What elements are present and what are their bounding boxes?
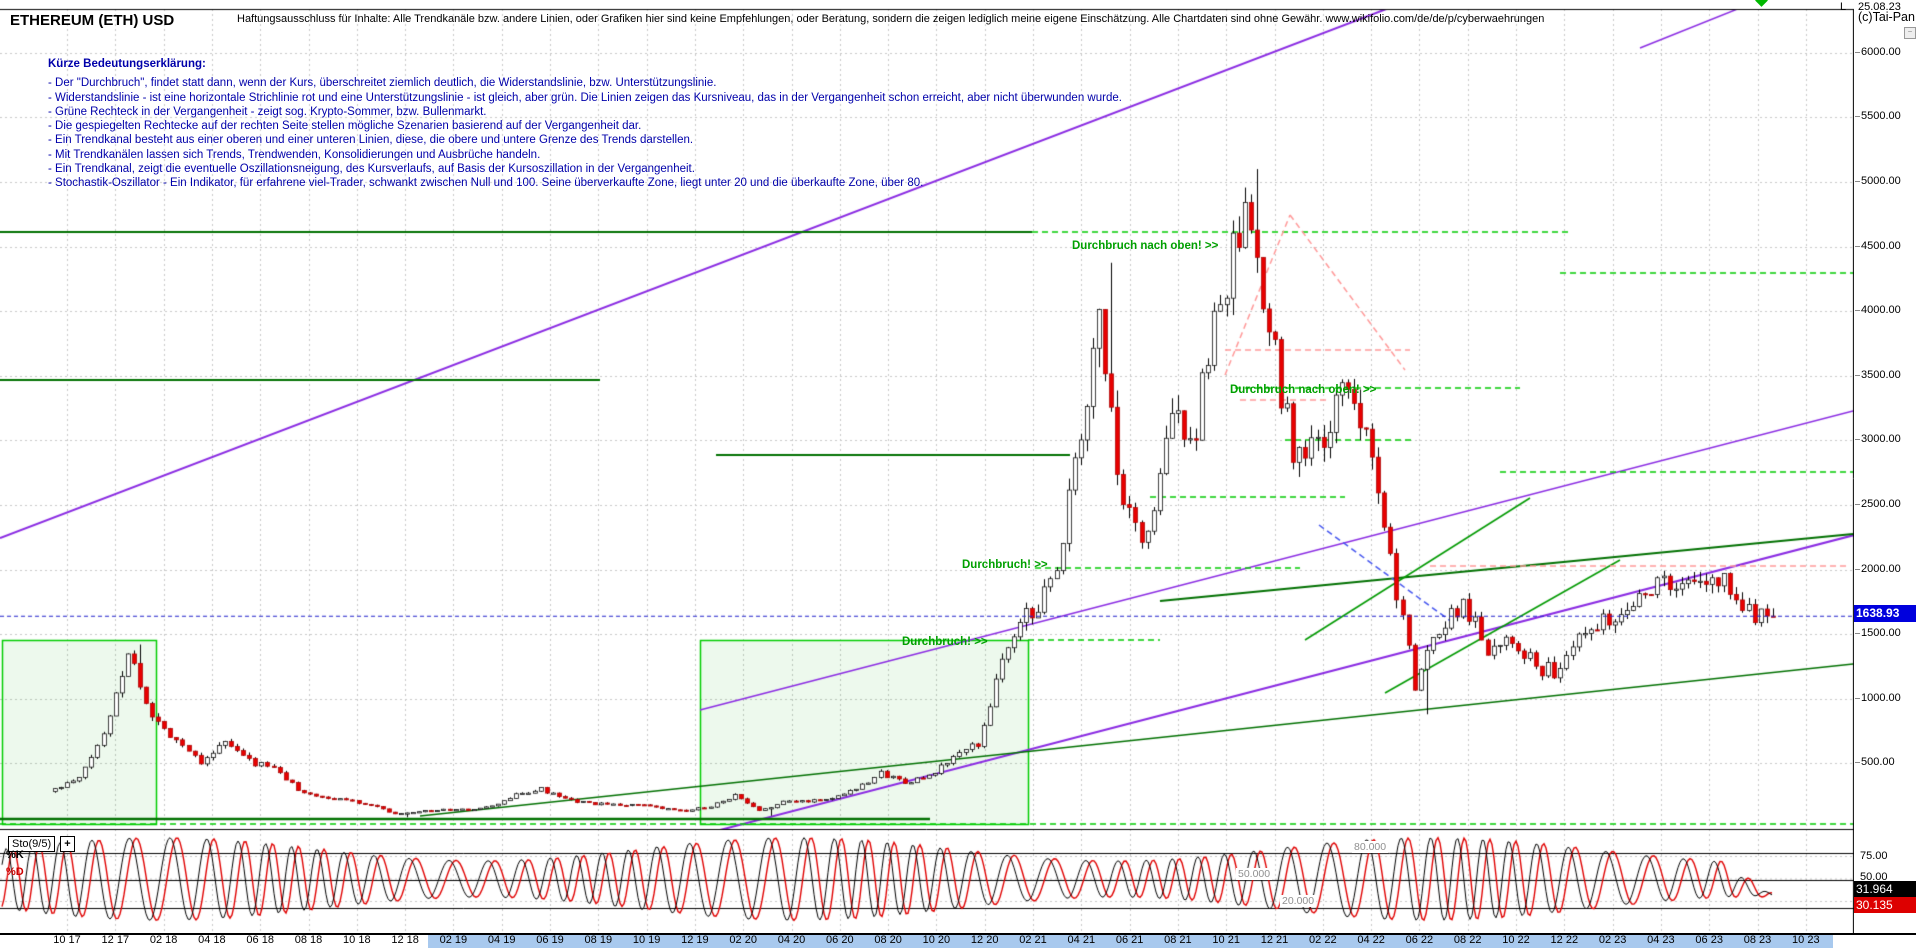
breakout-annotation: Durchbruch nach oben! >>: [1072, 240, 1219, 252]
price-axis-label: 500.00: [1855, 756, 1895, 768]
axis-tick: [1855, 697, 1860, 699]
price-axis-label: 1500.00: [1855, 627, 1901, 639]
time-axis-label: 06 22: [1405, 934, 1434, 946]
time-axis-label: 12 18: [391, 934, 419, 946]
axis-tick: [1855, 632, 1860, 634]
time-axis-label: 02 21: [1019, 934, 1047, 946]
price-axis-label: 1000.00: [1855, 692, 1901, 704]
time-axis-label: 10 17: [53, 934, 81, 946]
price-axis-label: 4500.00: [1855, 240, 1901, 252]
axis-tick: [1855, 51, 1860, 53]
legend-line: - Stochastik-Oszillator - Ein Indikator,…: [48, 177, 924, 190]
add-indicator-button[interactable]: +: [60, 836, 75, 852]
price-axis-label: 6000.00: [1855, 46, 1901, 58]
price-axis-label: 3500.00: [1855, 369, 1901, 381]
time-axis-label: 04 23: [1647, 934, 1675, 946]
stochastic-k-badge: 31.964: [1854, 881, 1916, 897]
time-axis-label: 12 20: [970, 934, 999, 946]
percent-k-label: %K: [6, 849, 24, 861]
time-axis-label: 08 20: [874, 934, 902, 946]
axis-tick: [1855, 761, 1860, 763]
stochastic-level-label: 50.000: [1236, 868, 1273, 880]
time-axis-label: 10 21: [1212, 934, 1240, 946]
axis-tick: [1855, 374, 1860, 376]
legend-line: - Ein Trendkanal besteht aus einer obere…: [48, 134, 694, 147]
price-axis-label: 3000.00: [1855, 433, 1901, 445]
legend-line: - Grüne Rechteck in der Vergangenheit - …: [48, 105, 487, 118]
breakout-annotation: Durchbruch! >>: [902, 636, 988, 648]
price-axis-label: 4000.00: [1855, 304, 1901, 316]
time-axis-label: 12 22: [1550, 934, 1579, 946]
stochastic-axis-label: 50.00: [1860, 871, 1888, 883]
price-axis[interactable]: [1854, 0, 1916, 948]
time-axis-label: 08 18: [294, 934, 323, 946]
legend-line: - Ein Trendkanal, zeigt die eventuelle O…: [48, 163, 695, 176]
time-axis-label: 06 23: [1695, 934, 1723, 946]
axis-tick: [1855, 438, 1860, 440]
time-axis-label: 12 17: [101, 934, 130, 946]
time-axis-label: 04 19: [487, 934, 516, 946]
time-axis-label: 10 22: [1502, 934, 1530, 946]
time-axis-label: 10 20: [922, 934, 951, 946]
axis-tick: [1855, 503, 1860, 505]
time-axis-label: 02 19: [439, 934, 468, 946]
live-label: L: [1840, 1, 1847, 13]
price-axis-label: 5000.00: [1855, 175, 1901, 187]
time-axis-label: 06 21: [1115, 934, 1144, 946]
time-axis-label: 08 21: [1164, 934, 1192, 946]
stochastic-axis-label: 75.00: [1860, 850, 1888, 862]
time-axis-label: 04 20: [777, 934, 806, 946]
time-axis-highlight: [428, 935, 1833, 948]
disclaimer-text: Haftungsausschluss für Inhalte: Alle Tre…: [237, 13, 1545, 25]
time-axis-label: 02 23: [1598, 934, 1627, 946]
percent-d-label: %D: [6, 866, 24, 878]
legend-line: - Widerstandslinie - ist eine horizontal…: [48, 91, 1122, 104]
breakout-annotation: Durchbruch! >>: [962, 559, 1048, 571]
price-axis-label: 2000.00: [1855, 563, 1901, 575]
legend-line: - Mit Trendkanälen lassen sich Trends, T…: [48, 148, 541, 161]
time-axis-label: 06 20: [826, 934, 854, 946]
axis-tick: [1855, 309, 1860, 311]
breakout-annotation: Durchbruch nach oben! >>: [1230, 384, 1377, 396]
time-axis-label: 06 18: [246, 934, 274, 946]
time-axis-label: 02 20: [729, 934, 757, 946]
time-axis-label: 02 22: [1309, 934, 1337, 946]
time-axis[interactable]: [0, 933, 1916, 948]
current-price-badge: 1638.93: [1854, 605, 1916, 622]
price-axis-label: 2500.00: [1855, 498, 1901, 510]
time-axis-label: 06 19: [536, 934, 564, 946]
page-title: ETHEREUM (ETH) USD: [10, 12, 175, 29]
legend-line: - Die gespiegelten Rechtecke auf der rec…: [48, 120, 642, 133]
stochastic-indicator-button[interactable]: Sto(9/5): [8, 836, 56, 852]
time-axis-label: 10 18: [343, 934, 371, 946]
stochastic-d-badge: 30.135: [1854, 897, 1916, 913]
axis-tick: [1855, 115, 1860, 117]
time-axis-label: 08 19: [584, 934, 613, 946]
legend-line: - Der "Durchbruch", findet statt dann, w…: [48, 77, 717, 90]
price-axis-label: 5500.00: [1855, 110, 1901, 122]
time-axis-label: 04 21: [1067, 934, 1096, 946]
axis-tick: [1855, 180, 1860, 182]
time-axis-label: 04 22: [1357, 934, 1385, 946]
legend-heading: Kürze Bedeutungserklärung:: [48, 58, 206, 70]
last-date-label: 25.08.23: [1858, 1, 1901, 13]
axis-tick: [1855, 245, 1860, 247]
axis-tick: [1855, 568, 1860, 570]
time-axis-label: 12 21: [1260, 934, 1289, 946]
stochastic-level-label: 80.000: [1352, 841, 1389, 853]
minimize-icon[interactable]: −: [1904, 27, 1916, 39]
copyright-label: (c)Tai-Pan: [1858, 10, 1915, 24]
time-axis-label: 02 18: [149, 934, 178, 946]
legend-block: Kürze Bedeutungserklärung: - Der "Durchb…: [48, 57, 1122, 191]
stochastic-level-label: 20.000: [1280, 895, 1317, 907]
time-axis-label: 08 23: [1743, 934, 1772, 946]
time-axis-label: 08 22: [1453, 934, 1482, 946]
time-axis-label: 10 19: [632, 934, 661, 946]
time-axis-label: 10 23: [1792, 934, 1820, 946]
time-axis-label: 04 18: [198, 934, 226, 946]
time-axis-label: 12 19: [681, 934, 709, 946]
